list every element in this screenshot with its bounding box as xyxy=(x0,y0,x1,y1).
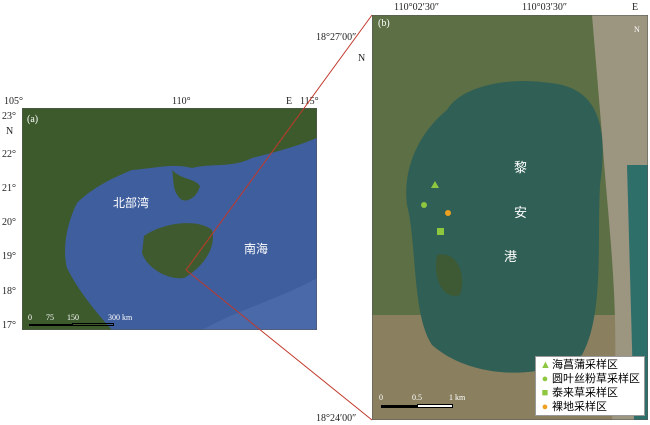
lat-suffix: N xyxy=(358,53,366,64)
lat-tick: 18°27′00″ xyxy=(316,32,357,43)
scale-end: 300 km xyxy=(108,313,133,322)
lagoon-name: 港 xyxy=(504,249,518,264)
circle-icon: ● xyxy=(541,401,549,413)
scale-tick: 0.5 xyxy=(412,393,422,402)
legend-item: ● 圆叶丝粉草采样区 xyxy=(541,373,640,385)
lat-tick: 18°24′00″ xyxy=(316,413,357,424)
lagoon-name: 黎 xyxy=(514,160,528,175)
lon-suffix: E xyxy=(286,96,293,107)
lon-suffix: E xyxy=(632,2,639,13)
regional-map: (a) 北部湾 南海 0 75 150 300 km xyxy=(22,108,317,330)
place-gulf: 北部湾 xyxy=(113,196,150,210)
circle-icon: ● xyxy=(541,373,549,385)
lat-tick: 17° xyxy=(2,320,16,331)
legend: ▲海菖蒲采样区 ● 圆叶丝粉草采样区 ■ 泰来草采样区 ● 裸地采样区 xyxy=(535,356,645,416)
lat-tick: 19° xyxy=(2,251,16,262)
triangle-icon: ▲ xyxy=(540,359,551,371)
sample-sites xyxy=(421,181,451,235)
lat-tick: 20° xyxy=(2,217,16,228)
scale-tick: 0 xyxy=(28,313,32,322)
lon-tick: 110°03′30″ xyxy=(522,2,567,13)
lagoon-map: (b) N 黎 安 港 0 0.5 1 km ▲海菖蒲采样区 ● 圆叶丝粉草采样区… xyxy=(372,15,648,420)
regional-map-image xyxy=(22,108,317,330)
lagoon-name: 安 xyxy=(514,205,528,220)
lagoon-map-image xyxy=(372,15,648,420)
site-triangle xyxy=(431,181,439,188)
site-circle-green xyxy=(421,202,427,208)
scale-tick: 0 xyxy=(379,393,383,402)
legend-item: ▲海菖蒲采样区 xyxy=(540,359,618,371)
legend-item: ● 裸地采样区 xyxy=(541,401,607,413)
panel-a-label: (a) xyxy=(27,114,39,125)
lat-tick: 18° xyxy=(2,286,16,297)
lat-tick: 22° xyxy=(2,149,16,160)
scale-tick: 75 xyxy=(46,313,54,322)
site-square xyxy=(437,228,444,235)
panel-b-label: (b) xyxy=(378,18,390,29)
square-icon: ■ xyxy=(541,387,549,399)
lat-tick: 23° xyxy=(2,111,16,122)
lat-suffix: N xyxy=(6,126,14,137)
lon-tick: 110° xyxy=(172,96,191,107)
lat-tick: 21° xyxy=(2,183,16,194)
place-sea: 南海 xyxy=(244,242,269,256)
legend-item: ■ 泰来草采样区 xyxy=(541,387,618,399)
site-circle-orange xyxy=(445,210,451,216)
north-arrow-icon: N xyxy=(634,25,640,34)
scale-tick: 150 xyxy=(67,313,79,322)
lon-tick: 105° xyxy=(4,96,23,107)
scale-end: 1 km xyxy=(449,393,466,402)
lon-tick: 110°02′30″ xyxy=(394,2,439,13)
